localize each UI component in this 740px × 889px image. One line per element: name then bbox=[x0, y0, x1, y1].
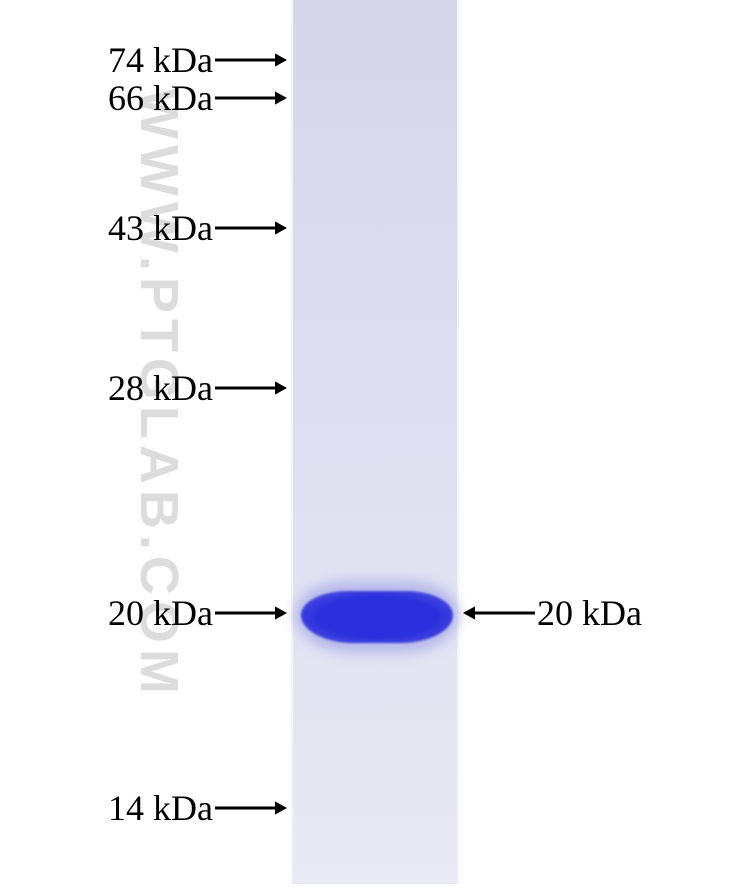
marker-left: 74 kDa bbox=[0, 40, 287, 80]
marker-left-label: 14 kDa bbox=[108, 790, 213, 826]
marker-left-label: 28 kDa bbox=[108, 370, 213, 406]
marker-left-label: 66 kDa bbox=[108, 80, 213, 116]
arrow-right-icon bbox=[215, 376, 287, 400]
marker-right: 20 kDa bbox=[463, 593, 740, 633]
arrow-right-icon bbox=[215, 216, 287, 240]
arrow-left-icon bbox=[463, 601, 535, 625]
arrow-right-icon bbox=[215, 86, 287, 110]
marker-left-label: 74 kDa bbox=[108, 42, 213, 78]
marker-left: 66 kDa bbox=[0, 78, 287, 118]
gel-lane bbox=[291, 0, 459, 884]
marker-left: 20 kDa bbox=[0, 593, 287, 633]
marker-right-label: 20 kDa bbox=[537, 595, 642, 631]
marker-left: 43 kDa bbox=[0, 208, 287, 248]
marker-left-label: 43 kDa bbox=[108, 210, 213, 246]
arrow-right-icon bbox=[215, 48, 287, 72]
gel-canvas: WWW.PTGLAB.COM74 kDa66 kDa43 kDa28 kDa20… bbox=[0, 0, 740, 889]
marker-left: 28 kDa bbox=[0, 368, 287, 408]
protein-band bbox=[301, 591, 453, 643]
arrow-right-icon bbox=[215, 601, 287, 625]
arrow-right-icon bbox=[215, 796, 287, 820]
marker-left-label: 20 kDa bbox=[108, 595, 213, 631]
marker-left: 14 kDa bbox=[0, 788, 287, 828]
